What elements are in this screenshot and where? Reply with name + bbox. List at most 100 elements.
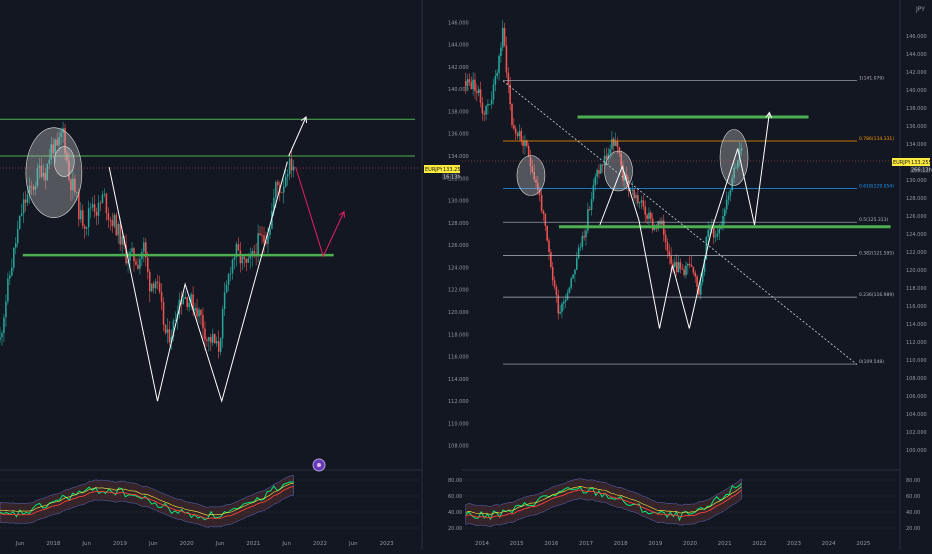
left-candle-body[interactable] — [11, 267, 13, 276]
left-candle-body[interactable] — [66, 153, 68, 161]
left-candle-body[interactable] — [97, 202, 100, 216]
left-candle-body[interactable] — [190, 294, 192, 303]
right-candle-body[interactable] — [520, 130, 523, 141]
right-candle-body[interactable] — [635, 195, 637, 199]
left-candle-body[interactable] — [5, 301, 7, 318]
right-candle-body[interactable] — [490, 99, 493, 105]
left-candle-body[interactable] — [212, 334, 214, 343]
right-candle-body[interactable] — [483, 113, 486, 115]
right-candle-body[interactable] — [487, 104, 489, 106]
left-highlight-ellipse[interactable] — [25, 127, 83, 219]
right-candle-body[interactable] — [633, 189, 635, 199]
right-time-axis[interactable]: 2014 2015 2016 2017 2018 2019 2020 2021 2022 2023… — [475, 541, 871, 547]
right-candle-body[interactable] — [551, 266, 554, 281]
left-candle-body[interactable] — [85, 227, 88, 229]
left-candle-body[interactable] — [253, 251, 255, 254]
right-candle-body[interactable] — [740, 147, 743, 151]
left-candle-body[interactable] — [282, 186, 285, 193]
left-rsi-pane[interactable]: 80.00 60.00 40.00 20.00 — [0, 469, 462, 532]
left-candle-body[interactable] — [14, 243, 17, 248]
left-candle-body[interactable] — [20, 213, 23, 216]
right-candle-body[interactable] — [531, 166, 534, 172]
left-candle-body[interactable] — [215, 341, 218, 344]
right-candle-body[interactable] — [690, 265, 693, 267]
right-candle-body[interactable] — [637, 195, 639, 204]
left-candle-body[interactable] — [198, 309, 200, 317]
left-candle-body[interactable] — [89, 207, 92, 209]
right-candle-body[interactable] — [553, 280, 556, 287]
right-candle-body[interactable] — [679, 262, 682, 269]
right-candle-body[interactable] — [681, 268, 684, 270]
left-candle-body[interactable] — [237, 244, 240, 251]
left-candle-body[interactable] — [217, 341, 220, 352]
left-candle-body[interactable] — [243, 256, 246, 259]
left-candle-body[interactable] — [251, 251, 253, 256]
left-candle-body[interactable] — [196, 308, 198, 317]
left-candle-body[interactable] — [275, 181, 277, 198]
right-candle-body[interactable] — [722, 216, 724, 226]
right-price-axis[interactable]: 146.000 144.000 142.000 140.000 138.000 136.0… — [906, 34, 927, 454]
right-candle-body[interactable] — [703, 259, 706, 273]
right-candle-body[interactable] — [522, 140, 524, 147]
right-candle-body[interactable] — [538, 189, 541, 196]
left-candle-body[interactable] — [107, 213, 110, 220]
right-candle-body[interactable] — [699, 282, 702, 295]
right-candle-body[interactable] — [494, 75, 497, 85]
right-candle-body[interactable] — [568, 287, 571, 293]
right-candle-body[interactable] — [601, 164, 604, 166]
left-time-axis[interactable]: Jun 2018 Jun 2019 Jun 2020 Jun 2021 Jun 2022 Jun 20… — [15, 541, 394, 547]
right-candle-body[interactable] — [707, 229, 709, 237]
right-candle-body[interactable] — [609, 149, 611, 154]
right-highlight-ellipse[interactable] — [516, 155, 546, 196]
left-candle-body[interactable] — [158, 282, 161, 292]
left-candle-body[interactable] — [221, 309, 224, 339]
right-candle-body[interactable] — [612, 138, 615, 146]
right-w-pattern[interactable] — [599, 148, 739, 329]
left-candle-body[interactable] — [265, 242, 267, 244]
right-candle-body[interactable] — [574, 269, 576, 275]
left-candle-body[interactable] — [95, 211, 98, 216]
right-candle-body[interactable] — [670, 255, 672, 264]
left-candle-body[interactable] — [81, 210, 84, 226]
right-candle-body[interactable] — [496, 72, 498, 76]
left-candle-body[interactable] — [60, 132, 62, 137]
left-candle-body[interactable] — [68, 160, 70, 180]
left-candle-body[interactable] — [162, 302, 165, 325]
left-candle-body[interactable] — [101, 194, 104, 203]
left-candle-body[interactable] — [208, 336, 210, 341]
left-candle-body[interactable] — [91, 204, 94, 208]
right-candle-body[interactable] — [492, 84, 495, 100]
left-candle-body[interactable] — [233, 256, 236, 260]
right-candle-body[interactable] — [625, 174, 628, 184]
right-candle-body[interactable] — [705, 236, 708, 260]
left-candle-body[interactable] — [210, 336, 212, 343]
left-candle-body[interactable] — [160, 291, 163, 303]
right-candle-body[interactable] — [527, 145, 530, 157]
right-candle-body[interactable] — [575, 258, 578, 270]
right-candle-body[interactable] — [533, 171, 536, 180]
right-candle-body[interactable] — [577, 247, 580, 259]
right-candle-body[interactable] — [572, 274, 574, 279]
right-candle-body[interactable] — [561, 303, 563, 312]
right-candle-body[interactable] — [472, 79, 474, 90]
right-candle-body[interactable] — [526, 140, 528, 146]
right-candle-body[interactable] — [618, 147, 621, 153]
right-candle-body[interactable] — [505, 45, 508, 73]
left-candle-body[interactable] — [288, 158, 291, 175]
right-candle-body[interactable] — [588, 209, 591, 210]
right-candle-body[interactable] — [716, 233, 719, 237]
left-rsi-signal[interactable] — [0, 486, 294, 520]
left-candle-body[interactable] — [117, 224, 119, 236]
right-rsi-pane[interactable]: 80.00 60.00 40.00 20.00 — [462, 469, 920, 532]
left-candle-body[interactable] — [26, 194, 29, 203]
right-candle-body[interactable] — [644, 206, 647, 215]
left-candle-body[interactable] — [182, 299, 185, 305]
right-candle-body[interactable] — [511, 104, 513, 126]
left-candle-body[interactable] — [192, 294, 194, 311]
right-candle-body[interactable] — [546, 225, 548, 241]
right-candle-body[interactable] — [683, 269, 685, 276]
left-candle-body[interactable] — [147, 257, 149, 272]
left-candle-body[interactable] — [18, 215, 21, 229]
right-candle-body[interactable] — [735, 167, 737, 169]
right-candle-body[interactable] — [714, 236, 717, 238]
